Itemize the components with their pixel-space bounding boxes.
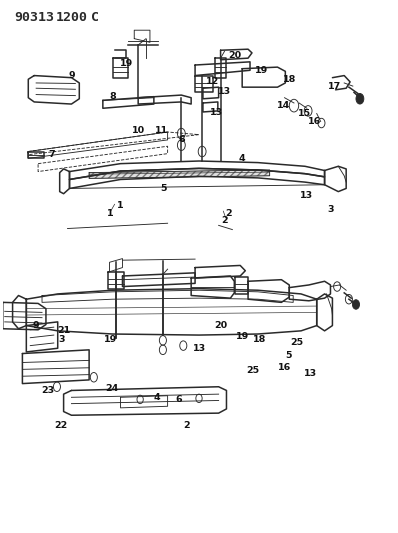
Text: 2: 2 <box>221 216 228 225</box>
Text: 25: 25 <box>290 338 303 348</box>
Text: 90313: 90313 <box>15 11 55 24</box>
Text: 13: 13 <box>210 108 223 117</box>
Text: 11: 11 <box>155 126 168 135</box>
Text: 13: 13 <box>193 344 205 353</box>
Text: 18: 18 <box>283 75 296 84</box>
Circle shape <box>353 300 359 309</box>
Text: 16: 16 <box>278 364 291 372</box>
Text: 13: 13 <box>300 191 314 200</box>
Text: 21: 21 <box>57 326 70 335</box>
Text: 3: 3 <box>327 205 334 214</box>
Text: 1200: 1200 <box>56 11 88 24</box>
Text: 19: 19 <box>104 335 117 344</box>
Text: 6: 6 <box>175 395 182 404</box>
Text: 5: 5 <box>285 351 292 360</box>
Text: 20: 20 <box>214 321 227 330</box>
Text: 13: 13 <box>304 368 318 377</box>
Text: C: C <box>91 11 99 24</box>
Circle shape <box>356 93 364 104</box>
Text: 4: 4 <box>153 393 160 402</box>
Text: 14: 14 <box>277 101 290 110</box>
Text: 25: 25 <box>247 366 260 375</box>
Text: 19: 19 <box>255 66 268 75</box>
Text: 8: 8 <box>109 92 116 101</box>
Text: 2: 2 <box>225 209 232 218</box>
Text: 20: 20 <box>228 51 241 60</box>
Text: 4: 4 <box>239 154 246 163</box>
Text: 1: 1 <box>117 201 124 211</box>
Text: 15: 15 <box>298 109 312 118</box>
Text: 10: 10 <box>132 126 145 135</box>
Text: 19: 19 <box>236 332 249 341</box>
Text: 9: 9 <box>33 321 39 330</box>
Text: 23: 23 <box>41 386 55 395</box>
Text: 13: 13 <box>218 87 231 96</box>
Text: 17: 17 <box>328 82 341 91</box>
Text: 2: 2 <box>183 421 190 430</box>
Text: 5: 5 <box>160 184 167 193</box>
Text: 7: 7 <box>49 150 55 159</box>
Text: 12: 12 <box>206 77 219 86</box>
Text: 19: 19 <box>120 59 133 68</box>
Polygon shape <box>89 170 269 179</box>
Text: 24: 24 <box>105 384 119 393</box>
Text: 9: 9 <box>68 71 75 80</box>
Text: 3: 3 <box>59 335 65 344</box>
Text: 1: 1 <box>107 209 114 218</box>
Text: 22: 22 <box>54 421 68 430</box>
Text: 16: 16 <box>308 117 322 126</box>
Text: 6: 6 <box>178 135 185 144</box>
Text: 18: 18 <box>253 335 267 344</box>
